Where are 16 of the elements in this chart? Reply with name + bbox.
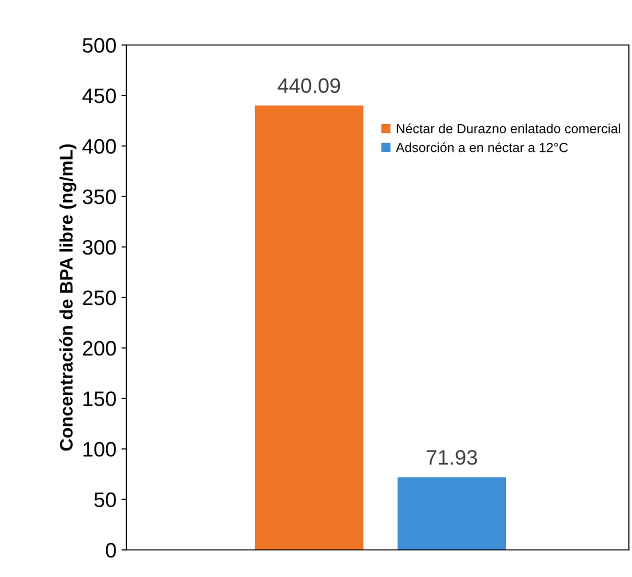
y-tick-label: 100 — [84, 442, 116, 457]
y-tick-label: 400 — [82, 138, 116, 154]
y-tick-label: 350 — [82, 189, 116, 204]
data-label: 440.09 — [278, 78, 340, 94]
y-tick-label: 50 — [94, 492, 116, 508]
y-tick-label: 450 — [82, 88, 116, 104]
y-tick-label: 300 — [82, 240, 116, 255]
y-tick-label: 150 — [84, 391, 116, 406]
y-tick-label: 200 — [82, 340, 116, 356]
legend-label: Néctar de Durazno enlatado comercial — [396, 123, 620, 134]
y-tick-label: 500 — [82, 38, 116, 53]
data-label: 71.93 — [426, 450, 477, 465]
y-tick-label: 0 — [106, 542, 116, 558]
legend-label: Adsorción a en néctar a 12°C — [396, 142, 568, 152]
y-axis-title: Concentración de BPA libre (ng/mL) — [59, 144, 76, 451]
y-tick-label: 250 — [82, 290, 116, 306]
